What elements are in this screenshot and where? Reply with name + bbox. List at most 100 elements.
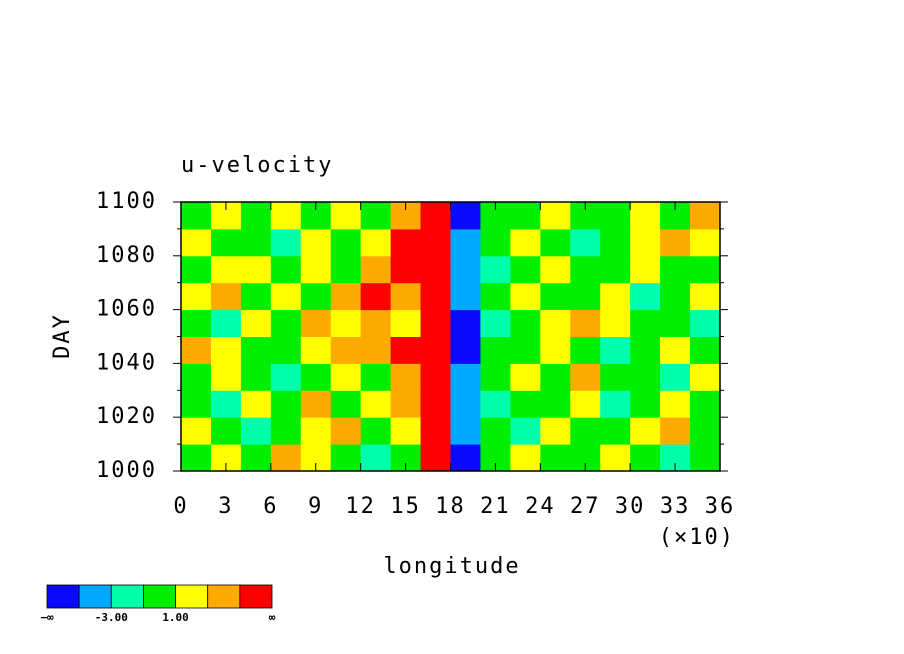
heatmap-cell — [570, 309, 601, 337]
heatmap-cell — [660, 390, 691, 418]
heatmap-cell — [360, 309, 392, 337]
heatmap-cell — [690, 336, 721, 364]
heatmap-cell — [510, 417, 541, 445]
heatmap-cell — [660, 363, 691, 391]
heatmap-cell — [360, 336, 392, 364]
heatmap-cell — [570, 255, 601, 284]
x-tick-label: 33 — [660, 494, 691, 519]
x-tick-label: 24 — [525, 494, 556, 519]
heatmap-cell — [390, 255, 422, 284]
heatmap-cell — [270, 390, 302, 418]
heatmap-cell — [630, 417, 661, 445]
heatmap-cell — [181, 282, 212, 311]
heatmap-cell — [210, 336, 242, 364]
heatmap-cell — [600, 417, 631, 445]
heatmap-cell — [450, 202, 481, 230]
heatmap-cell — [420, 228, 451, 257]
colorbar-label: -3.00 — [95, 611, 128, 624]
heatmap-cell — [630, 444, 661, 472]
heatmap-cell — [181, 336, 212, 364]
heatmap-cell — [570, 363, 601, 391]
heatmap-cell — [570, 417, 601, 445]
heatmap-cell — [270, 282, 302, 311]
heatmap-cell — [300, 417, 332, 445]
heatmap-cell — [420, 363, 451, 391]
heatmap-cell — [540, 336, 571, 364]
heatmap-cell — [450, 336, 481, 364]
heatmap-cell — [510, 282, 541, 311]
heatmap-cell — [630, 228, 661, 257]
x-tick-label: 21 — [480, 494, 511, 519]
heatmap-cell — [390, 390, 422, 418]
heatmap-cell — [690, 282, 721, 311]
heatmap-cell — [510, 228, 541, 257]
x-tick-label: 12 — [345, 494, 376, 519]
heatmap-cell — [270, 444, 302, 472]
heatmap-cell — [420, 417, 451, 445]
heatmap-cell — [510, 444, 541, 472]
heatmap-cell — [360, 417, 392, 445]
heatmap-cell — [540, 202, 571, 230]
colorbar-box — [175, 584, 209, 609]
heatmap-cell — [480, 282, 511, 311]
heatmap-cell — [540, 363, 571, 391]
heatmap-cell — [450, 444, 481, 472]
heatmap-cell — [570, 390, 601, 418]
y-tick-label: 1080 — [96, 243, 157, 268]
heatmap-cell — [330, 390, 362, 418]
heatmap-cell — [270, 309, 302, 337]
heatmap-cell — [480, 309, 511, 337]
heatmap-cell — [240, 255, 272, 284]
heatmap-cell — [690, 363, 721, 391]
heatmap-cell — [540, 390, 571, 418]
heatmap-cell — [600, 282, 631, 311]
colorbar-box — [110, 584, 144, 609]
heatmap-cell — [630, 390, 661, 418]
heatmap-cell — [390, 309, 422, 337]
heatmap-cell — [210, 417, 242, 445]
heatmap-cell — [181, 255, 212, 284]
heatmap-cell — [480, 255, 511, 284]
heatmap-cell — [240, 202, 272, 230]
y-tick-label: 1000 — [96, 458, 157, 483]
heatmap-cell — [690, 417, 721, 445]
heatmap-cell — [181, 309, 212, 337]
heatmap-cell — [210, 363, 242, 391]
heatmap-cell — [240, 309, 272, 337]
colorbar-box — [78, 584, 112, 609]
heatmap-cell — [300, 309, 332, 337]
heatmap-cell — [600, 390, 631, 418]
heatmap-cell — [630, 282, 661, 311]
heatmap-cell — [450, 255, 481, 284]
heatmap-cell — [420, 309, 451, 337]
heatmap-cell — [690, 390, 721, 418]
heatmap-cell — [210, 282, 242, 311]
heatmap-cell — [600, 255, 631, 284]
x-tick-label: 18 — [435, 494, 466, 519]
heatmap-cell — [240, 282, 272, 311]
x-tick-label: 3 — [218, 494, 233, 519]
heatmap-cell — [540, 309, 571, 337]
heatmap-cell — [570, 336, 601, 364]
heatmap-cell — [390, 282, 422, 311]
heatmap-cell — [630, 255, 661, 284]
heatmap-cell — [420, 390, 451, 418]
heatmap-cell — [181, 417, 212, 445]
heatmap-cell — [330, 202, 362, 230]
heatmap-cell — [420, 444, 451, 472]
heatmap-cell — [690, 444, 721, 472]
heatmap-cell — [330, 444, 362, 472]
heatmap-cell — [330, 228, 362, 257]
heatmap-cell — [450, 363, 481, 391]
heatmap-cell — [450, 417, 481, 445]
heatmap-cell — [630, 363, 661, 391]
y-tick-label: 1020 — [96, 404, 157, 429]
colorbar-label: −∞ — [40, 611, 54, 624]
heatmap-cell — [690, 309, 721, 337]
heatmap-cell — [480, 417, 511, 445]
heatmap-cell — [210, 390, 242, 418]
heatmap-cell — [390, 336, 422, 364]
heatmap-cell — [690, 228, 721, 257]
y-tick-label: 1040 — [96, 350, 157, 375]
